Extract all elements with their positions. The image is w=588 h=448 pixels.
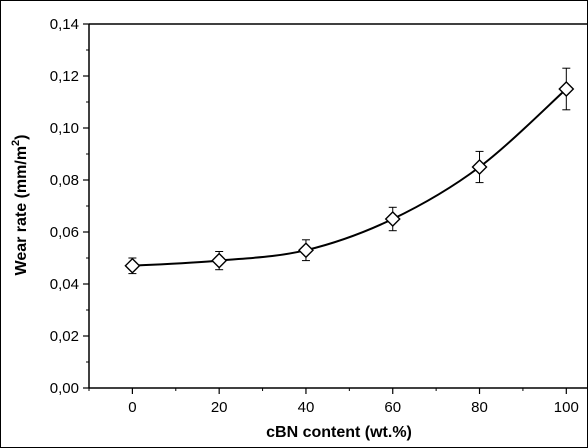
- data-point: [297, 242, 314, 259]
- x-tick-label: 40: [298, 399, 315, 416]
- y-tick-label: 0,02: [50, 328, 79, 345]
- fit-curve: [132, 88, 567, 267]
- y-tick-label: 0,00: [50, 380, 79, 397]
- y-tick-label: 0,12: [50, 68, 79, 85]
- axes: 0,00 0,02 0,04 0,06 0,08 0,10 0,12 0,14 0 20 40 60 8…: [50, 16, 588, 416]
- x-tick-label: 100: [554, 399, 579, 416]
- x-tick-label: 60: [384, 399, 401, 416]
- y-tick-label: 0,14: [50, 16, 79, 33]
- y-axis-title: Wear rate (mm/m2): [10, 135, 30, 276]
- y-tick-label: 0,10: [50, 120, 79, 137]
- y-tick-label: 0,08: [50, 172, 79, 189]
- x-axis-title: cBN content (wt.%): [266, 424, 412, 441]
- y-axis-title-close: ): [13, 135, 30, 140]
- data-point: [384, 211, 401, 227]
- y-axis-title-main: Wear rate (mm/m: [13, 146, 30, 276]
- data-point: [558, 81, 575, 97]
- y-tick-label: 0,06: [50, 224, 79, 241]
- fit-curve-layer: [132, 88, 567, 267]
- data-points: [124, 81, 575, 274]
- data-point: [124, 257, 141, 274]
- x-tick-label: 20: [211, 399, 228, 416]
- x-tick-label: 0: [128, 399, 136, 416]
- y-tick-label: 0,04: [50, 276, 79, 293]
- data-point: [471, 159, 488, 175]
- data-point: [211, 252, 228, 269]
- x-tick-label: 80: [471, 399, 488, 416]
- y-axis-title-superscript: 2: [10, 140, 22, 146]
- error-bars: [128, 67, 571, 275]
